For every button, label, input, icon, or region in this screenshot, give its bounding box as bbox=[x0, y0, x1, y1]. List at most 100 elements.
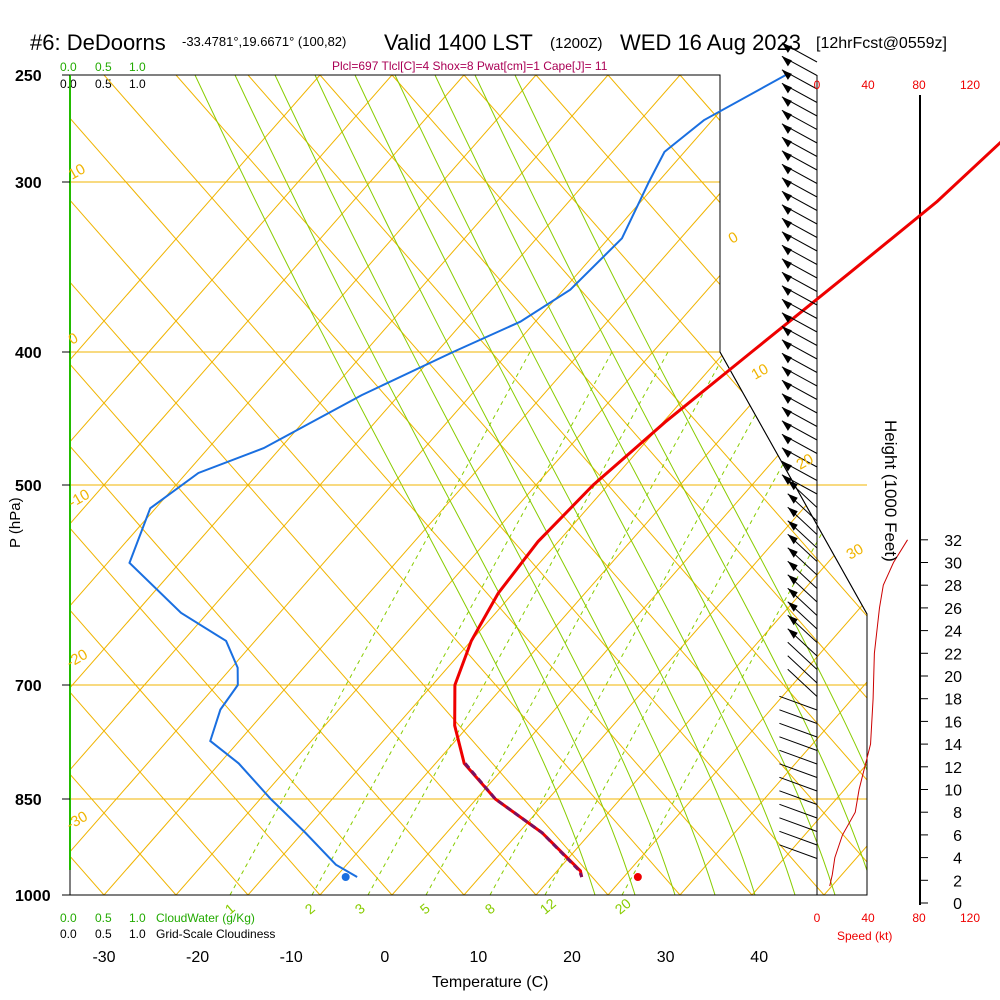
valid-date: WED 16 Aug 2023 bbox=[620, 30, 801, 55]
wind-barb bbox=[787, 628, 818, 657]
moist-adiabat-line bbox=[274, 75, 676, 895]
isotherm-label-0: 10 bbox=[66, 160, 89, 183]
x-tick-20: 20 bbox=[563, 949, 581, 966]
height-axis-title: Height (1000 Feet) bbox=[881, 420, 900, 562]
wind-barb bbox=[787, 587, 818, 616]
cloudiness-label: Grid-Scale Cloudiness bbox=[156, 927, 275, 941]
wind-barb bbox=[787, 668, 818, 697]
mixing-label-3: 3 bbox=[352, 900, 368, 917]
wind-barb bbox=[779, 817, 818, 832]
speed-tick-bottom-120: 120 bbox=[960, 911, 980, 925]
height-tick-14: 14 bbox=[944, 737, 962, 754]
wind-barb bbox=[779, 749, 818, 765]
y-axis-title: P (hPa) bbox=[7, 497, 24, 548]
wind-barb bbox=[787, 655, 818, 684]
speed-tick-top-40: 40 bbox=[861, 78, 875, 92]
speed-tick-bottom-40: 40 bbox=[861, 911, 875, 925]
moist-adiabat-line bbox=[514, 75, 867, 895]
valid-time: Valid 1400 LST bbox=[384, 30, 533, 55]
station-title: #6: DeDoorns bbox=[30, 30, 166, 55]
dry-adiabat-line bbox=[70, 75, 249, 895]
wind-barb bbox=[781, 109, 818, 130]
isotherm-label-8: 30 bbox=[844, 540, 867, 563]
wind-barb bbox=[779, 736, 818, 751]
wind-barb bbox=[787, 533, 818, 562]
cl-bot-2: 1.0 bbox=[129, 927, 146, 941]
x-tick--10: -10 bbox=[280, 949, 303, 966]
wind-barb bbox=[787, 547, 818, 576]
wind-barb bbox=[779, 776, 818, 792]
valid-utc: (1200Z) bbox=[550, 35, 603, 52]
mixing-label-2: 2 bbox=[302, 900, 318, 917]
wind-barb bbox=[779, 763, 818, 778]
moist-adiabat-line bbox=[394, 75, 796, 895]
wind-barb bbox=[781, 271, 818, 292]
mixing-label-5: 5 bbox=[417, 900, 433, 917]
wind-barb bbox=[781, 312, 818, 333]
wind-barb bbox=[781, 82, 818, 103]
wind-barb bbox=[781, 177, 818, 198]
p-tick-1000: 1000 bbox=[15, 888, 51, 905]
wind-barbs bbox=[779, 42, 818, 859]
wind-barb bbox=[781, 55, 818, 76]
x-tick-30: 30 bbox=[657, 949, 675, 966]
wind-barb bbox=[781, 204, 818, 225]
wind-barb bbox=[779, 722, 818, 738]
speed-tick-top-0: 0 bbox=[814, 78, 821, 92]
isotherm-line bbox=[535, 75, 867, 895]
wind-barb bbox=[787, 560, 818, 589]
speed-height-line bbox=[829, 539, 908, 887]
x-tick-10: 10 bbox=[470, 949, 488, 966]
wind-barb bbox=[781, 190, 818, 211]
cw-bot-1: 0.5 bbox=[95, 911, 112, 925]
isotherm-label-1: 0 bbox=[66, 330, 82, 349]
speed-tick-top-120: 120 bbox=[960, 78, 980, 92]
p-tick-400: 400 bbox=[15, 345, 42, 362]
wind-barb bbox=[781, 136, 818, 157]
mixing-label-12: 12 bbox=[537, 895, 559, 917]
p-tick-850: 850 bbox=[15, 792, 42, 809]
moist-adiabat-line bbox=[194, 75, 596, 895]
wind-barb bbox=[787, 493, 818, 522]
wind-barb bbox=[781, 366, 818, 387]
height-tick-24: 24 bbox=[944, 624, 962, 641]
speed-tick-bottom-0: 0 bbox=[814, 911, 821, 925]
dry-adiabat-line bbox=[70, 75, 393, 895]
height-tick-2: 2 bbox=[953, 873, 962, 890]
x-tick--20: -20 bbox=[186, 949, 209, 966]
cw-bot-0: 0.0 bbox=[60, 911, 77, 925]
height-tick-30: 30 bbox=[944, 556, 962, 573]
station-coords: -33.4781°,19.6671° (100,82) bbox=[182, 34, 346, 49]
mixing-ratio-line bbox=[621, 351, 867, 895]
height-tick-26: 26 bbox=[944, 601, 962, 618]
cl-top-0: 0.0 bbox=[60, 77, 77, 91]
isotherm-line bbox=[607, 75, 867, 895]
wind-barb bbox=[781, 379, 818, 400]
p-tick-700: 700 bbox=[15, 678, 42, 695]
wind-barb bbox=[787, 641, 818, 670]
mixing-ratio-line bbox=[311, 351, 613, 895]
wind-barb bbox=[781, 447, 818, 468]
isotherm-label-4: -30 bbox=[64, 808, 91, 834]
cl-top-1: 0.5 bbox=[95, 77, 112, 91]
height-tick-6: 6 bbox=[953, 828, 962, 845]
cl-top-2: 1.0 bbox=[129, 77, 146, 91]
p-tick-250: 250 bbox=[15, 68, 42, 85]
wind-barb bbox=[781, 123, 818, 144]
moist-adiabat-line bbox=[474, 75, 867, 895]
height-tick-16: 16 bbox=[944, 714, 962, 731]
surface-dewpoint-point bbox=[341, 873, 350, 882]
moist-adiabat-line bbox=[234, 75, 636, 895]
isotherm-label-7: 20 bbox=[794, 450, 817, 473]
height-tick-0: 0 bbox=[953, 896, 962, 913]
wind-barb bbox=[781, 96, 818, 117]
moist-adiabat-line bbox=[354, 75, 756, 895]
forecast-tag: [12hrFcst@0559z] bbox=[816, 35, 947, 52]
wind-barb bbox=[779, 803, 818, 819]
wind-barb bbox=[781, 352, 818, 373]
isotherm-line bbox=[679, 75, 867, 895]
wind-barb bbox=[781, 231, 818, 252]
wind-barb bbox=[781, 460, 818, 481]
wind-barb bbox=[781, 285, 818, 306]
